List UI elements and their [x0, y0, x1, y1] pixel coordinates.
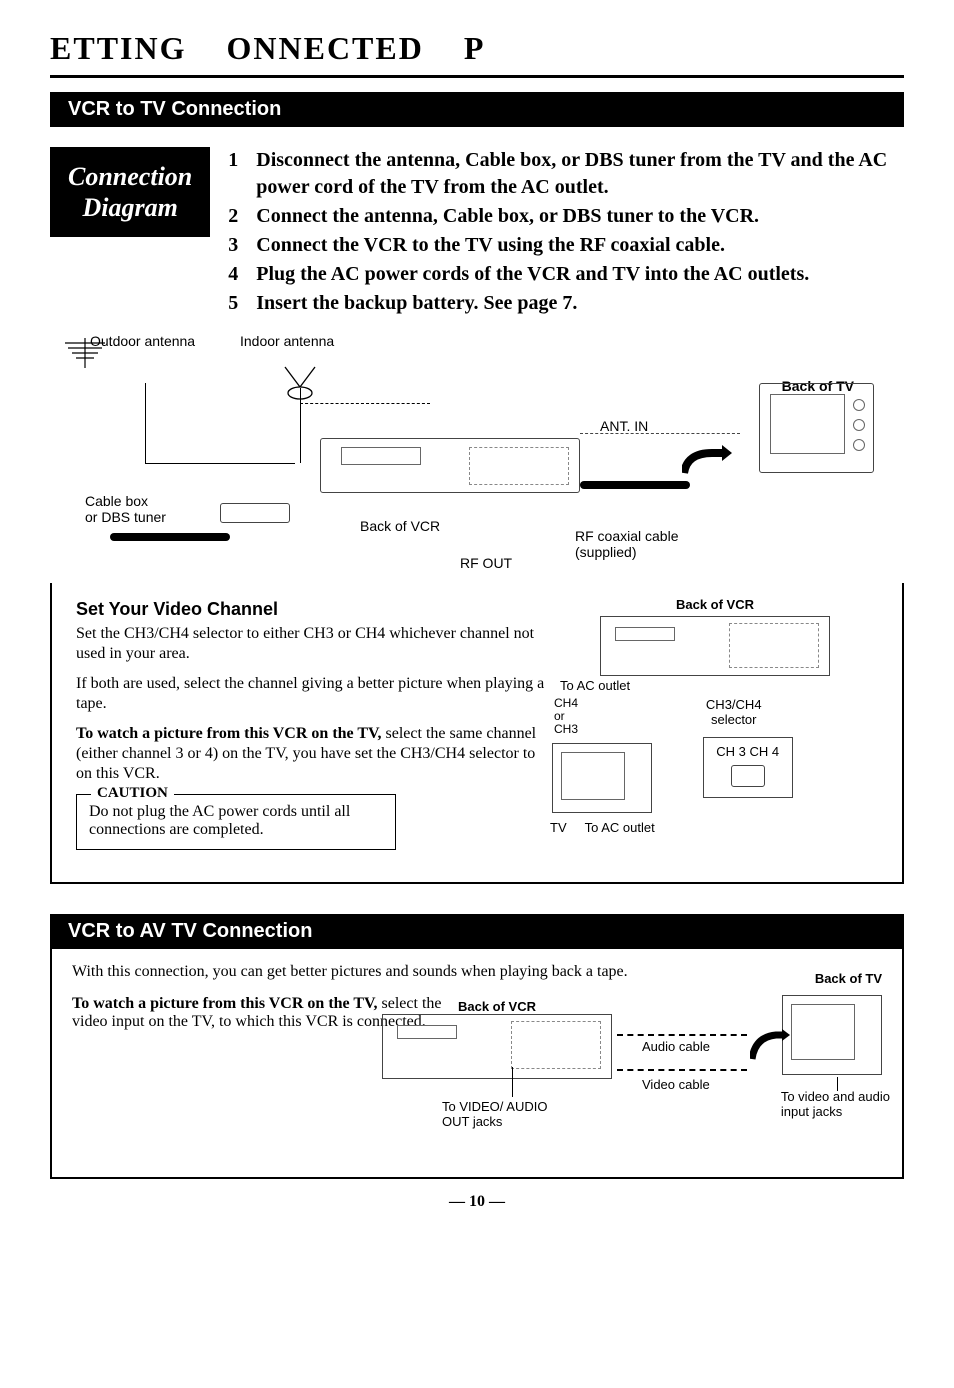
title-part1: ETTING: [50, 30, 186, 67]
label-rf-out: RF OUT: [460, 555, 512, 571]
title-rule: [50, 75, 904, 78]
av-p-bold: To watch a picture from this VCR on the …: [72, 995, 378, 1012]
svc-tv-icon: [552, 743, 652, 813]
av-tv-icon: [782, 995, 882, 1075]
svc-tv-label: TV: [550, 820, 567, 835]
section-av-bar: VCR to AV TV Connection: [50, 914, 904, 949]
connection-block: Connection Diagram 1Disconnect the anten…: [50, 147, 904, 319]
arrow-to-av-tv-icon: [750, 1029, 790, 1072]
caution-text: Do not plug the AC power cords until all…: [89, 803, 350, 838]
svc-right-diagram: Back of VCR To AC outlet CH4 or CH3 TV T…: [550, 597, 880, 835]
svc-selector-icon: CH 3 CH 4: [703, 737, 793, 798]
audio-cable-line: [617, 1034, 747, 1036]
connection-steps: 1Disconnect the antenna, Cable box, or D…: [228, 147, 904, 319]
svc-ac1: To AC outlet: [560, 678, 880, 693]
cable-box-icon: [220, 503, 290, 523]
out-pointer: [512, 1067, 513, 1097]
av-body: With this connection, you can get better…: [50, 949, 904, 1179]
page-number: — 10 —: [50, 1193, 904, 1211]
av-back-vcr: Back of VCR: [382, 999, 612, 1014]
step-4: Plug the AC power cords of the VCR and T…: [256, 261, 809, 288]
tv-back-icon: [759, 383, 874, 473]
label-outdoor-antenna: Outdoor antenna: [90, 333, 195, 349]
svc-ch4: CH4: [554, 696, 578, 710]
wire: [300, 388, 301, 463]
set-video-channel-box: Set Your Video Channel Set the CH3/CH4 s…: [50, 583, 904, 884]
diagram-label-line2: Diagram: [68, 192, 192, 223]
svc-p3: To watch a picture from this VCR on the …: [76, 724, 546, 784]
label-cable-box: Cable box or DBS tuner: [85, 493, 166, 525]
step-5: Insert the backup battery. See page 7.: [256, 290, 577, 317]
rf-cable: [580, 481, 690, 489]
av-video-cable: Video cable: [642, 1077, 710, 1092]
arrow-to-tv-icon: [682, 443, 732, 486]
av-diagram: Back of VCR Back of TV Audio cable Video…: [382, 999, 882, 1079]
step-1: Disconnect the antenna, Cable box, or DB…: [256, 147, 904, 201]
section-vcr-to-tv-label: VCR to TV Connection: [68, 98, 281, 120]
svc-or: or: [554, 709, 565, 723]
label-ant-in: ANT. IN: [600, 418, 648, 434]
wire-dashed: [300, 403, 430, 404]
wire: [145, 383, 146, 463]
title-part3: P: [464, 30, 486, 67]
av-back-tv: Back of TV: [815, 971, 882, 986]
svc-ch3: CH3: [554, 722, 578, 736]
title-part2: ONNECTED: [226, 30, 423, 67]
wire: [145, 463, 295, 464]
ant-in-line: [580, 433, 740, 434]
av-section: VCR to AV TV Connection With this connec…: [50, 914, 904, 1179]
connection-diagram-label: Connection Diagram: [50, 147, 210, 237]
svc-p3-bold: To watch a picture from this VCR on the …: [76, 725, 382, 742]
svc-heading: Set Your Video Channel: [76, 599, 546, 620]
av-intro: With this connection, you can get better…: [72, 963, 882, 981]
av-vcr-icon: [382, 1014, 612, 1079]
caution-title: CAUTION: [91, 785, 174, 802]
section-av-label: VCR to AV TV Connection: [68, 920, 312, 942]
av-to-in: To video and audio input jacks: [781, 1089, 890, 1119]
svc-p2: If both are used, select the channel giv…: [76, 674, 546, 714]
svc-ac2: To AC outlet: [585, 820, 655, 835]
av-to-out: To VIDEO/ AUDIO OUT jacks: [442, 1099, 547, 1129]
thick-cable: [110, 533, 230, 541]
svc-back-of-vcr: Back of VCR: [550, 597, 880, 612]
connection-diagram-area: Outdoor antenna Indoor antenna Back of T…: [50, 333, 904, 583]
svc-p1: Set the CH3/CH4 selector to either CH3 o…: [76, 624, 546, 664]
section-vcr-to-tv-bar: VCR to TV Connection: [50, 92, 904, 127]
diagram-label-line1: Connection: [68, 161, 192, 192]
caution-box: CAUTION Do not plug the AC power cords u…: [76, 794, 396, 850]
label-rf-coax: RF coaxial cable (supplied): [575, 528, 679, 560]
svc-vcr-icon: [600, 616, 830, 676]
vcr-back-icon: [320, 438, 580, 493]
svc-ch3ch4: CH 3 CH 4: [708, 744, 788, 759]
label-indoor-antenna: Indoor antenna: [240, 333, 334, 349]
step-3: Connect the VCR to the TV using the RF c…: [256, 232, 725, 259]
svc-selector-label: CH3/CH4 selector: [675, 697, 793, 727]
label-back-of-vcr: Back of VCR: [360, 518, 440, 534]
video-cable-line: [617, 1069, 747, 1071]
page-title: ETTING ONNECTED P: [50, 30, 904, 67]
av-audio-cable: Audio cable: [642, 1039, 710, 1054]
in-pointer: [837, 1077, 838, 1091]
step-2: Connect the antenna, Cable box, or DBS t…: [256, 203, 759, 230]
